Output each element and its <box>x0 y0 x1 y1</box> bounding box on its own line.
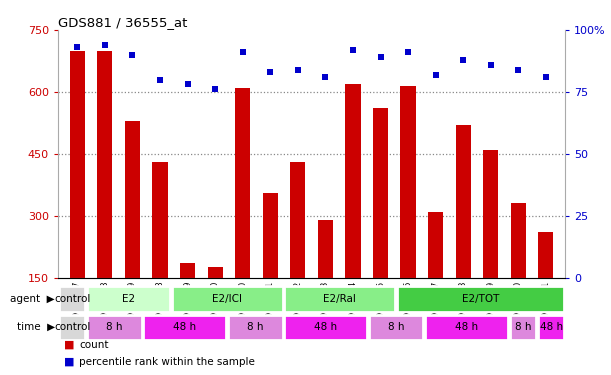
Text: E2: E2 <box>122 294 135 304</box>
Bar <box>400 86 415 278</box>
Text: 8 h: 8 h <box>388 322 404 332</box>
Bar <box>483 150 499 278</box>
Point <box>155 76 165 82</box>
Bar <box>510 315 536 340</box>
Point <box>403 49 413 55</box>
Bar <box>318 220 333 278</box>
Bar <box>284 315 367 340</box>
Text: 48 h: 48 h <box>540 322 563 332</box>
Bar <box>397 286 565 312</box>
Point <box>128 52 137 58</box>
Bar <box>152 162 167 278</box>
Point <box>431 72 441 78</box>
Text: ■: ■ <box>64 340 75 350</box>
Point <box>513 67 523 73</box>
Point <box>541 74 551 80</box>
Text: E2/TOT: E2/TOT <box>462 294 499 304</box>
Point <box>293 67 302 73</box>
Bar <box>97 51 112 278</box>
Text: 48 h: 48 h <box>314 322 337 332</box>
Bar <box>511 203 526 278</box>
Point <box>73 44 82 50</box>
Text: E2/ICI: E2/ICI <box>212 294 242 304</box>
Bar <box>284 286 395 312</box>
Point <box>348 47 358 53</box>
Text: 8 h: 8 h <box>514 322 531 332</box>
Text: control: control <box>54 294 90 304</box>
Point <box>486 62 496 68</box>
Text: count: count <box>79 340 109 350</box>
Point <box>265 69 275 75</box>
Bar <box>369 315 423 340</box>
Bar <box>228 315 283 340</box>
Point <box>183 81 192 87</box>
Point <box>376 54 386 60</box>
Bar <box>456 125 471 278</box>
Point <box>210 86 220 92</box>
Bar <box>172 286 283 312</box>
Bar <box>180 263 195 278</box>
Bar <box>538 232 554 278</box>
Point <box>100 42 110 48</box>
Bar <box>59 315 86 340</box>
Text: 48 h: 48 h <box>174 322 196 332</box>
Point <box>321 74 331 80</box>
Text: control: control <box>54 322 90 332</box>
Text: time  ▶: time ▶ <box>17 322 55 332</box>
Bar <box>208 267 223 278</box>
Bar <box>428 211 443 278</box>
Text: E2/Ral: E2/Ral <box>323 294 356 304</box>
Text: ■: ■ <box>64 357 75 367</box>
Bar <box>144 315 226 340</box>
Bar <box>290 162 306 278</box>
Bar <box>70 51 85 278</box>
Text: 48 h: 48 h <box>455 322 478 332</box>
Text: GDS881 / 36555_at: GDS881 / 36555_at <box>58 16 188 29</box>
Bar <box>345 84 360 278</box>
Text: agent  ▶: agent ▶ <box>10 294 55 304</box>
Bar <box>87 315 142 340</box>
Bar <box>235 88 251 278</box>
Bar <box>425 315 508 340</box>
Point <box>238 49 247 55</box>
Bar <box>125 121 140 278</box>
Bar <box>373 108 388 278</box>
Bar <box>59 286 86 312</box>
Bar <box>87 286 170 312</box>
Point <box>458 57 468 63</box>
Text: 8 h: 8 h <box>247 322 263 332</box>
Bar <box>263 193 278 278</box>
Text: 8 h: 8 h <box>106 322 123 332</box>
Bar <box>538 315 565 340</box>
Text: percentile rank within the sample: percentile rank within the sample <box>79 357 255 367</box>
